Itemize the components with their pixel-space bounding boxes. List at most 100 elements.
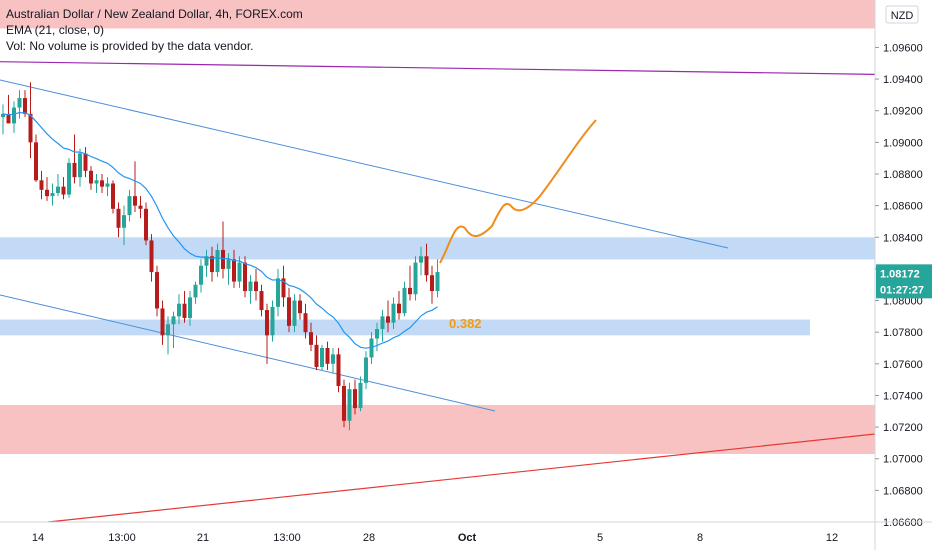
currency-badge-text: NZD [891,10,914,22]
candle-body [259,291,264,311]
candle-body [171,316,176,325]
candle-body [6,113,11,124]
candle-body [89,170,93,184]
candle-body [34,142,38,181]
candle-body [276,278,280,307]
candle-body [232,259,236,282]
price-badge [876,264,932,299]
resistance-zone [0,0,875,29]
x-tick-label: 28 [363,532,375,544]
x-tick-label: 14 [32,532,44,544]
candle-body [122,215,126,228]
candle-body [353,389,357,409]
candle-body [435,272,440,292]
x-tick-label: 8 [697,532,703,544]
candle-body [193,284,198,298]
support-zone [0,319,810,336]
candle-body [424,256,429,276]
legend-title: Australian Dollar / New Zealand Dollar, … [6,7,303,21]
candle-body [133,196,137,206]
candle-body [45,189,49,197]
candle-body [116,208,121,228]
candle-body [292,300,297,326]
candle-body [144,208,148,241]
candle-body [413,262,418,295]
legend-ema: EMA (21, close, 0) [6,23,105,37]
candle-body [342,385,346,421]
candle-body [380,316,385,330]
candle-body [391,303,396,323]
candle-body [408,287,412,295]
candle-body [17,98,22,108]
candle-body [397,303,401,314]
y-tick-label: 1.08600 [883,201,923,213]
candle-body [331,354,335,364]
candle-body [375,329,379,339]
candle-body [336,354,341,386]
candle-body [127,196,132,216]
candle-body [364,357,368,383]
y-tick-label: 1.08800 [883,169,923,181]
candle-body [358,382,363,409]
candle-body [188,297,192,318]
candle-body [325,348,330,364]
y-tick-label: 1.07200 [883,422,923,434]
y-tick-label: 1.09000 [883,137,923,149]
candle-body [50,192,55,197]
fib-label: 0.382 [449,316,482,331]
candle-body [210,256,214,273]
y-tick-label: 1.09400 [883,74,923,86]
candle-body [138,205,143,209]
candle-body [56,186,60,193]
candle-body [155,272,159,309]
candle-body [105,183,110,187]
y-tick-label: 1.07800 [883,327,923,339]
candle-body [270,306,275,336]
candle-body [320,348,324,367]
candle-body [72,162,77,178]
candle-body [237,262,242,282]
currency-badge [885,5,919,24]
candle-body [386,316,390,323]
candle-body [347,389,352,421]
candle-body [23,98,27,114]
y-tick-label: 1.08400 [883,232,923,244]
x-tick-label: 12 [826,532,838,544]
candle-body [160,308,165,336]
legend-vol: Vol: No volume is provided by the data v… [6,39,254,53]
y-tick-label: 1.07400 [883,390,923,402]
price-badge-text: 1.08172 [880,268,920,280]
support-zone [0,237,875,260]
candle-body [226,259,231,269]
candle-body [204,256,209,266]
red-trendline [47,433,876,523]
candle-body [254,281,258,292]
y-tick-label: 1.06800 [883,485,923,497]
candle-body [243,262,247,292]
y-tick-label: 1.07600 [883,359,923,371]
x-tick-label: 21 [197,532,209,544]
lower-channel-line [0,294,496,412]
resistance-zone [0,404,875,454]
candle-body [177,303,181,317]
chart-legend: Australian Dollar / New Zealand Dollar, … [6,6,303,54]
y-tick-label: 1.09200 [883,106,923,118]
candle-body [369,338,374,358]
candle-body [39,180,44,190]
y-tick-label: 1.08000 [883,296,923,308]
y-tick-label: 1.09600 [883,42,923,54]
x-tick-label: Oct [458,532,477,544]
candle-body [303,313,308,333]
candle-body [83,153,88,171]
candle-body [287,297,291,326]
candle-body [166,324,170,336]
candle-body [309,332,313,345]
upper-channel-line [0,79,729,249]
candle-body [281,278,286,298]
y-tick-label: 1.07000 [883,454,923,466]
candle-body [111,183,115,209]
candle-body [199,265,203,285]
candle-body [215,249,220,273]
